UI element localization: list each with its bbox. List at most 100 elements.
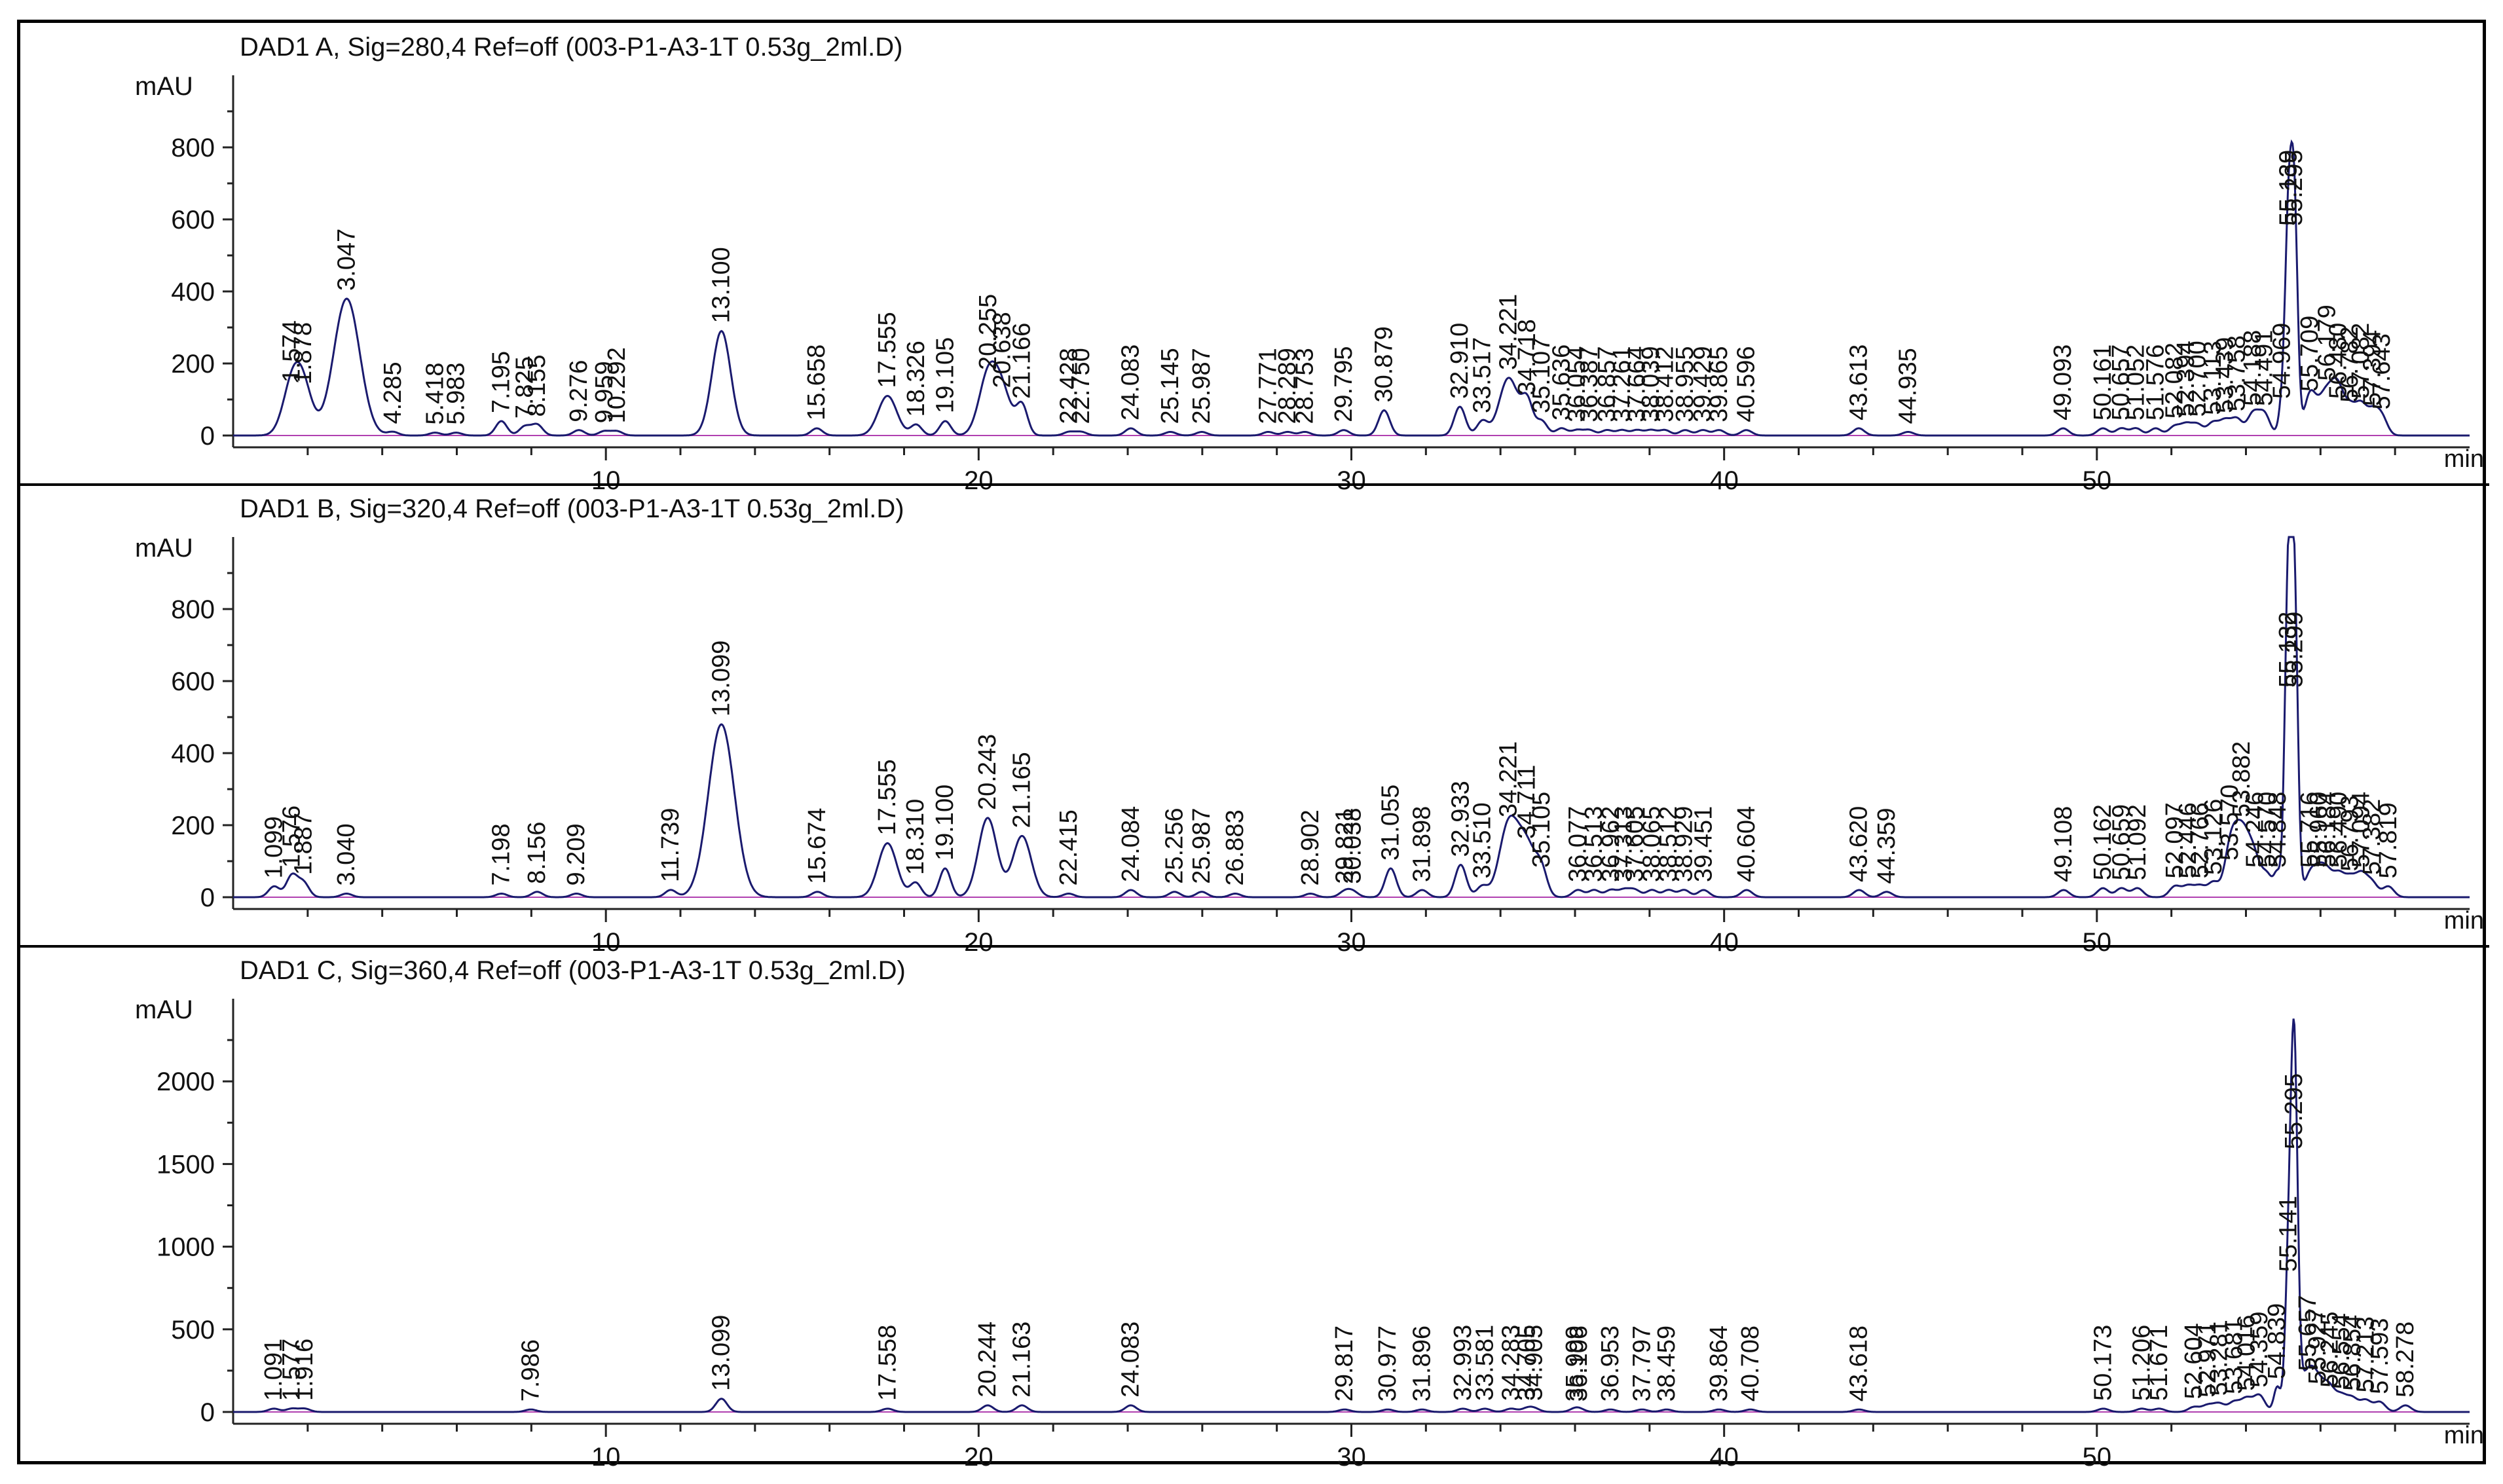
peak-label: 25.256 — [1160, 808, 1188, 884]
peak-label: 39.865 — [1705, 346, 1733, 422]
peak-label: 7.986 — [517, 1339, 545, 1401]
peak-label: 1.916 — [291, 1339, 318, 1401]
peak-label: 22.750 — [1067, 348, 1095, 424]
peak-label: 34.283 — [1497, 1325, 1525, 1401]
peak-label: 50.173 — [2090, 1325, 2117, 1401]
peak-label: 36.387 — [1576, 346, 1603, 422]
peak-label: 40.596 — [1733, 346, 1760, 422]
peak-label: 55.960 — [2305, 792, 2333, 868]
y-tick-label: 0 — [200, 422, 215, 451]
peak-label: 55.657 — [2294, 1295, 2322, 1371]
y-tick-label: 1500 — [157, 1150, 215, 1179]
peak-label: 54.246 — [2242, 792, 2269, 868]
x-tick-label: 50 — [2083, 1443, 2112, 1468]
peak-label: 21.165 — [1009, 752, 1036, 828]
peak-label: 24.083 — [1117, 344, 1145, 420]
peak-label: 1.577 — [278, 1339, 306, 1401]
peak-label: 3.040 — [333, 823, 360, 885]
peak-label: 39.451 — [1690, 806, 1717, 882]
y-tick-label: 0 — [200, 883, 215, 912]
peak-label: 36.962 — [1597, 806, 1625, 882]
peak-label: 57.819 — [2375, 802, 2402, 878]
y-tick-label: 800 — [171, 595, 215, 624]
peak-label: 38.929 — [1671, 806, 1698, 882]
peak-label: 44.359 — [1873, 808, 1900, 884]
peak-label: 53.439 — [2212, 337, 2239, 413]
peak-label: 15.674 — [804, 808, 831, 884]
peak-label: 33.510 — [1468, 802, 1496, 878]
peak-label: 9.959 — [591, 361, 618, 423]
peak-label: 1.091 — [260, 1339, 287, 1401]
y-tick-label: 600 — [171, 667, 215, 696]
peak-label: 35.999 — [1561, 1326, 1589, 1401]
peak-label: 30.038 — [1339, 808, 1367, 884]
x-tick-label: 40 — [1709, 928, 1739, 957]
peak-label: 28.902 — [1297, 809, 1324, 885]
peak-label: 31.055 — [1377, 785, 1405, 861]
peak-label: 55.141 — [2274, 1196, 2302, 1272]
peak-label: 36.077 — [1564, 806, 1591, 882]
panel-title: DAD1 A, Sig=280,4 Ref=off (003-P1-A3-1T … — [240, 33, 902, 62]
x-tick-label: 20 — [964, 1443, 993, 1468]
x-tick-label: 10 — [591, 466, 621, 495]
peak-label: 57.394 — [2359, 330, 2386, 406]
peak-label: 36.106 — [1565, 1326, 1593, 1401]
peak-label: 35.105 — [1528, 792, 1555, 868]
peak-label: 54.491 — [2250, 330, 2278, 406]
peak-label: 52.604 — [2180, 1323, 2208, 1399]
peak-label: 52.766 — [2186, 802, 2214, 878]
peak-label: 52.446 — [2174, 802, 2202, 878]
peak-label: 29.795 — [1330, 346, 1358, 422]
peak-label: 55.927 — [2304, 1308, 2331, 1384]
peak-label: 13.099 — [708, 640, 735, 716]
peak-label: 50.161 — [2089, 344, 2117, 420]
peak-label: 32.910 — [1446, 323, 1474, 399]
peak-label: 38.459 — [1653, 1326, 1680, 1401]
peak-label: 51.206 — [2128, 1325, 2155, 1401]
peak-label: 37.313 — [1610, 806, 1638, 882]
peak-label: 36.513 — [1580, 806, 1608, 882]
peak-label: 33.517 — [1469, 337, 1496, 413]
peak-label: 32.993 — [1449, 1325, 1477, 1401]
peak-label: 9.276 — [565, 360, 593, 422]
y-tick-label: 600 — [171, 206, 215, 234]
peak-label: 19.105 — [931, 337, 959, 413]
peak-label: 57.643 — [2368, 333, 2396, 409]
peak-label: 57.082 — [2347, 323, 2375, 399]
y-tick-label: 400 — [171, 739, 215, 768]
peak-label: 43.618 — [1845, 1326, 1873, 1401]
peak-label: 53.281 — [2206, 1320, 2233, 1396]
peak-label: 34.711 — [1513, 765, 1541, 839]
peak-label: 1.887 — [289, 813, 317, 875]
peak-label: 3.047 — [333, 229, 360, 291]
peak-label: 50.657 — [2107, 344, 2135, 420]
peak-label: 55.295 — [2280, 150, 2308, 226]
chart-panel-3: DAD1 C, Sig=360,4 Ref=off (003-P1-A3-1T … — [20, 945, 2489, 1468]
peak-label: 17.558 — [874, 1325, 901, 1401]
x-tick-label: 30 — [1337, 466, 1366, 495]
x-tick-label: 40 — [1709, 1443, 1739, 1468]
peak-label: 49.108 — [2050, 806, 2077, 882]
y-axis-label: mAU — [135, 534, 193, 563]
peak-label: 53.882 — [2228, 741, 2255, 817]
peak-label: 5.983 — [443, 363, 470, 425]
peak-label: 50.162 — [2089, 804, 2117, 880]
peak-label: 1.099 — [261, 816, 288, 878]
peak-label: 40.708 — [1737, 1326, 1764, 1401]
peak-label: 1.878 — [289, 322, 317, 384]
peak-label: 53.758 — [2223, 335, 2251, 411]
peak-label: 35.107 — [1528, 337, 1555, 413]
peak-label: 43.613 — [1845, 344, 1872, 420]
peak-label: 37.664 — [1623, 346, 1651, 422]
x-tick-label: 50 — [2083, 466, 2112, 495]
peak-label: 31.896 — [1408, 1326, 1436, 1401]
peak-label: 37.261 — [1608, 346, 1636, 422]
peak-label: 57.094 — [2348, 792, 2375, 868]
peak-label: 52.700 — [2184, 341, 2212, 417]
y-axis-label: mAU — [135, 72, 193, 101]
peak-label: 37.605 — [1621, 806, 1648, 882]
peak-label: 13.099 — [708, 1315, 735, 1391]
y-tick-label: 200 — [171, 811, 215, 840]
peak-label: 27.771 — [1255, 348, 1282, 424]
signal-trace — [233, 139, 2470, 437]
